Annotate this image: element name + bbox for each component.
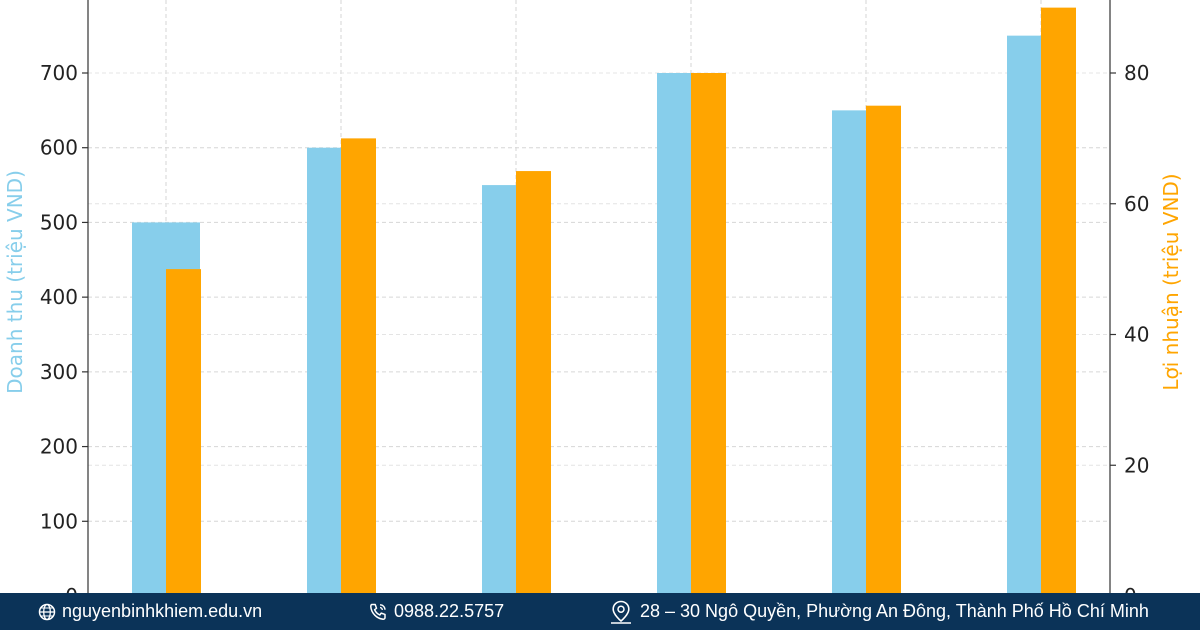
footer-address[interactable]: 28 – 30 Ngô Quyền, Phường An Đông, Thành… — [608, 593, 1149, 630]
bar-loi-nhuan-6 — [1041, 7, 1076, 593]
left-axis-tick-label: 600 — [40, 136, 78, 160]
bar-loi-nhuan-4 — [691, 73, 726, 593]
right-axis-tick-label: 20 — [1124, 453, 1149, 477]
left-axis-title: Doanh thu (triệu VND) — [3, 170, 27, 394]
right-axis-tick-label: 80 — [1124, 61, 1149, 85]
right-axis-title: Lợi nhuận (triệu VND) — [1159, 173, 1183, 390]
right-axis-tick-label: 0 — [1124, 584, 1137, 593]
left-axis-tick-label: 0 — [65, 584, 78, 593]
left-axis-tick-label: 200 — [40, 435, 78, 459]
left-axis-tick-label: 500 — [40, 210, 78, 234]
globe-icon — [38, 603, 56, 620]
bar-loi-nhuan-2 — [341, 138, 376, 593]
grid-layer — [88, 0, 1110, 593]
location-pin-icon — [611, 600, 631, 624]
bar-chart: 0 100 200 300 400 500 600 700 0 20 40 60 80 Doanh th… — [3, 0, 1183, 593]
right-axis-tick-label: 60 — [1124, 192, 1149, 216]
phone-icon — [370, 603, 386, 620]
bar-loi-nhuan-5 — [866, 105, 901, 593]
right-axis-tick-label: 40 — [1124, 323, 1149, 347]
phone-text: 0988.22.5757 — [394, 601, 505, 621]
address-text: 28 – 30 Ngô Quyền, Phường An Đông, Thành… — [640, 601, 1149, 621]
footer-bar: nguyenbinhkhiem.edu.vn 0988.22.5757 28 –… — [0, 593, 1200, 630]
axes-layer: 0 100 200 300 400 500 600 700 0 20 40 60 80 — [40, 0, 1149, 593]
bar-loi-nhuan-3 — [516, 171, 551, 593]
website-text: nguyenbinhkhiem.edu.vn — [62, 601, 263, 621]
bar-loi-nhuan-1 — [166, 269, 201, 593]
left-axis-tick-label: 300 — [40, 360, 78, 384]
footer-phone[interactable]: 0988.22.5757 — [368, 593, 504, 630]
bars-layer — [132, 7, 1076, 593]
footer-website[interactable]: nguyenbinhkhiem.edu.vn — [38, 593, 262, 630]
left-axis-tick-label: 400 — [40, 285, 78, 309]
left-axis-tick-label: 700 — [40, 61, 78, 85]
left-axis-tick-label: 100 — [40, 509, 78, 533]
